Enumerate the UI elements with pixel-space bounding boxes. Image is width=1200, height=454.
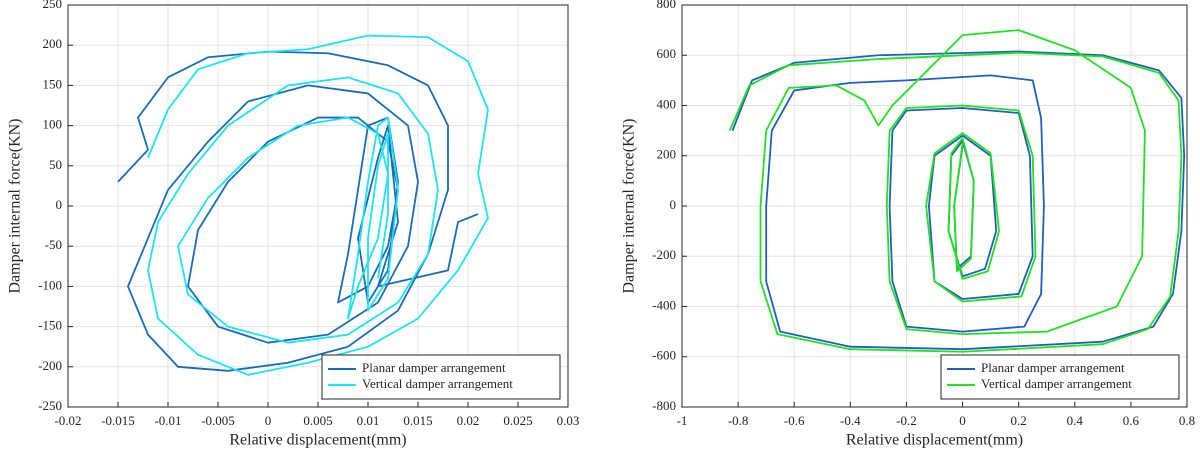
y-tick-label: -800 — [652, 398, 676, 413]
y-axis-label: Damper internal force(KN) — [7, 118, 24, 293]
x-tick-label: 0.6 — [1123, 413, 1140, 428]
legend-label: Planar damper arrangement — [981, 360, 1125, 375]
data-line — [731, 50, 1186, 351]
x-axis-label: Relative displacement(mm) — [229, 432, 406, 449]
series-group — [728, 29, 1186, 353]
axes-frame — [67, 4, 569, 408]
data-line — [147, 34, 489, 376]
x-tick-label: -0.015 — [101, 413, 135, 428]
x-tick-label: 0.015 — [403, 413, 432, 428]
plot: -1 -0.8 -0.6 -0.4 -0.2 0 0.2 0.4 0.6 0.8 -800 -600 -… — [621, 0, 1195, 449]
data-line — [728, 29, 1183, 353]
x-tick-label: -0.8 — [728, 413, 749, 428]
x-tick-label: -0.4 — [840, 413, 861, 428]
y-tick-label: 0 — [670, 197, 677, 212]
series-group — [117, 34, 489, 376]
plot: -0.02 -0.015 -0.01 -0.005 0 0.005 0.01 0.015 0.0… — [7, 0, 580, 449]
x-tick-label: -0.6 — [784, 413, 805, 428]
y-tick-label: 600 — [657, 46, 677, 61]
y-tick-label: 200 — [657, 147, 677, 162]
x-tick-label: -1 — [677, 413, 688, 428]
y-tick-label: 150 — [43, 76, 63, 91]
x-tick-label: -0.2 — [896, 413, 917, 428]
x-axis-label: Relative displacement(mm) — [846, 432, 1023, 449]
y-tick-label: -200 — [652, 247, 676, 262]
legend-label: Vertical damper arrangement — [362, 376, 513, 391]
y-tick-label: -400 — [652, 297, 676, 312]
x-tick-label: 0.01 — [357, 413, 380, 428]
x-tick-label: -0.01 — [154, 413, 181, 428]
y-tick-label: -50 — [45, 237, 62, 252]
x-tick-label: 0 — [265, 413, 272, 428]
y-tick-label: 100 — [43, 117, 63, 132]
y-tick-label: 400 — [657, 96, 677, 111]
data-line — [117, 50, 479, 372]
x-tick-label: 0.005 — [303, 413, 332, 428]
legend-label: Planar damper arrangement — [362, 360, 506, 375]
x-tick-label: 0.8 — [1179, 413, 1195, 428]
y-tick-label: 250 — [43, 0, 63, 11]
x-tick-label: -0.02 — [54, 413, 81, 428]
legend-box — [321, 354, 561, 400]
y-tick-label: -150 — [38, 318, 62, 333]
y-tick-label: 0 — [56, 197, 63, 212]
x-tick-label: 0.025 — [503, 413, 532, 428]
y-tick-label: -200 — [38, 358, 62, 373]
y-tick-label: 800 — [657, 0, 677, 11]
x-tick-label: -0.005 — [201, 413, 235, 428]
legend-box — [940, 354, 1180, 400]
legend-label: Vertical damper arrangement — [981, 376, 1132, 391]
x-tick-label: 0.2 — [1011, 413, 1027, 428]
y-tick-label: -250 — [38, 398, 62, 413]
x-tick-label: 0 — [959, 413, 966, 428]
x-tick-label: 0.4 — [1067, 413, 1084, 428]
y-axis-label: Damper internal force(KN) — [621, 118, 638, 293]
y-tick-label: 200 — [43, 36, 63, 51]
x-tick-label: 0.03 — [557, 413, 580, 428]
x-tick-label: 0.02 — [457, 413, 480, 428]
y-tick-label: -100 — [38, 277, 62, 292]
y-tick-label: -600 — [652, 348, 676, 363]
y-tick-label: 50 — [49, 157, 62, 172]
axes-frame — [681, 4, 1188, 408]
